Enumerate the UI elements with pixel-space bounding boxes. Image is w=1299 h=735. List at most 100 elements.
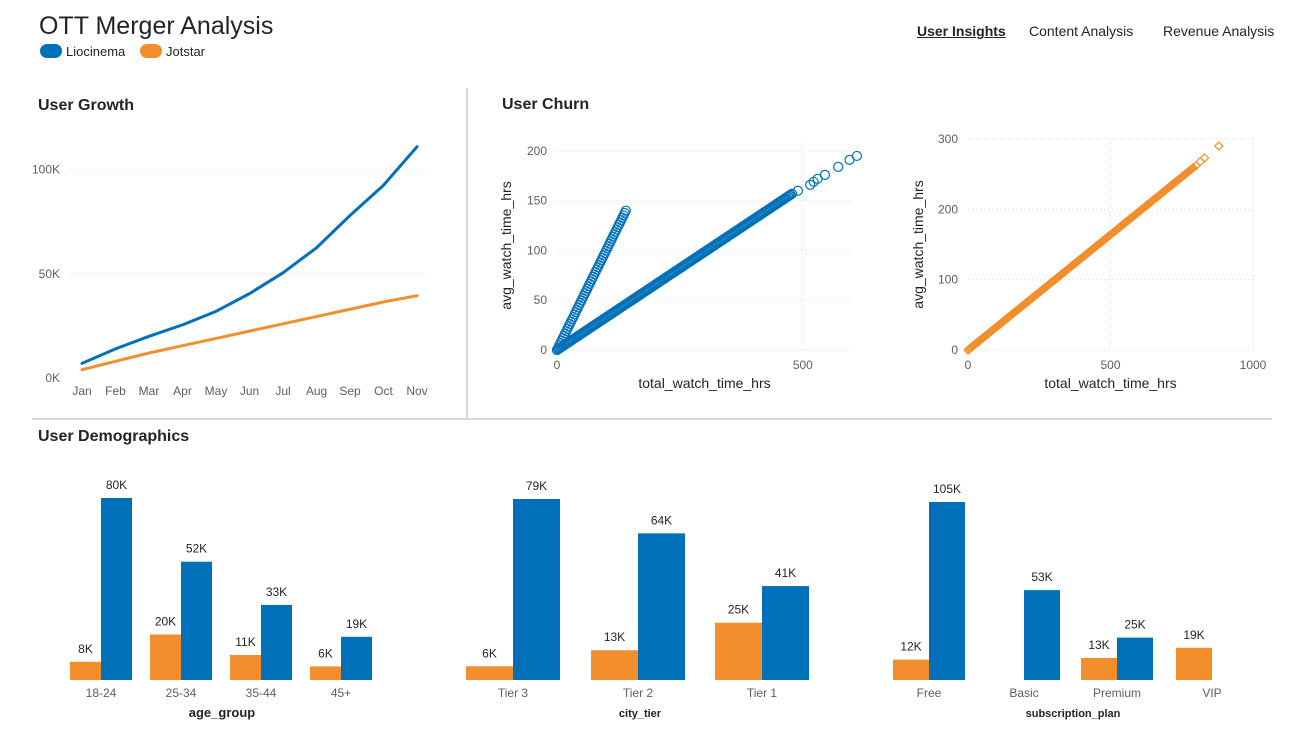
x-tick-label: Aug (306, 384, 327, 398)
bar-jotstar-35-44 (230, 654, 261, 680)
x-tick-label: Jun (240, 384, 259, 398)
data-label: 41K (775, 566, 796, 580)
y-tick-label: 100 (938, 273, 958, 287)
x-tick-label: 25-34 (166, 686, 197, 700)
x-axis-label: total_watch_time_hrs (1044, 375, 1176, 391)
y-tick-label: 0 (951, 343, 958, 357)
y-tick-label: 50K (39, 267, 60, 281)
scatter-point (620, 205, 631, 216)
x-tick-label: 45+ (331, 686, 351, 700)
scatter-point (851, 150, 863, 162)
y-tick-label: 200 (938, 202, 958, 216)
x-tick-label: Premium (1093, 686, 1141, 700)
scatter-point (1188, 162, 1198, 173)
bar-liocinema-45+ (341, 636, 372, 680)
y-tick-label: 200 (527, 144, 547, 158)
user-churn-title: User Churn (502, 96, 590, 113)
bar-jotstar-vip (1176, 647, 1212, 680)
legend-item-jotstar[interactable]: Jotstar (140, 43, 205, 59)
data-label: 11K (235, 635, 255, 649)
legend-item-liocinema[interactable]: Liocinema (40, 43, 125, 59)
y-tick-label: 150 (527, 194, 547, 208)
tab-user-insights[interactable]: User Insights (917, 23, 1006, 39)
x-tick-label: 0 (965, 358, 972, 372)
data-label: 25K (728, 603, 749, 617)
tab-content-analysis[interactable]: Content Analysis (1029, 23, 1134, 39)
x-axis-label: total_watch_time_hrs (638, 375, 770, 391)
x-tick-label: Jul (275, 384, 290, 398)
data-label: 6K (318, 646, 333, 660)
bar-liocinema-25-34 (181, 561, 212, 680)
scatter-point (786, 188, 798, 199)
churn-liocinema-scatter-chart[interactable]: 0 50 100 150 200 0 500 total_watch_time_hrs avg_… (495, 125, 870, 400)
data-label: 12K (900, 640, 921, 654)
x-tick-label: Apr (173, 384, 192, 398)
y-tick-label: 0 (540, 343, 547, 357)
data-label: 20K (155, 615, 176, 629)
x-tick-label: May (205, 384, 228, 398)
data-label: 105K (933, 482, 961, 496)
demographics-city-tier-bar-chart[interactable]: 6K 79K Tier 3 13K 64K Tier 2 25K 41K Tier 1 city_… (440, 470, 840, 730)
x-tick-label: Sep (339, 384, 361, 398)
scatter-point (819, 169, 831, 180)
series-line-jotstar (80, 294, 419, 372)
data-label: 79K (526, 479, 547, 493)
x-tick-label: Oct (374, 384, 393, 398)
bar-jotstar-25-34 (150, 634, 181, 680)
scatter-point (618, 210, 629, 221)
x-tick-label: 0 (554, 358, 561, 372)
data-label: 64K (651, 513, 672, 527)
user-growth-title: User Growth (38, 97, 135, 114)
bar-liocinema-premium (1117, 637, 1153, 680)
user-demographics-title: User Demographics (38, 428, 190, 445)
horizontal-divider (32, 418, 1272, 420)
demographics-subscription-plan-bar-chart[interactable]: 12K 105K Free 53K Basic 13K 25K Premium 19K VIP su… (870, 470, 1270, 730)
scatter-point (1195, 156, 1206, 167)
bar-jotstar-45+ (310, 666, 341, 680)
scatter-point (805, 179, 816, 190)
x-tick-label: VIP (1202, 686, 1221, 700)
bar-jotstar-tier-1 (715, 622, 762, 680)
bar-jotstar-tier-2 (591, 650, 638, 680)
tab-revenue-analysis[interactable]: Revenue Analysis (1163, 23, 1275, 39)
x-tick-label: Tier 2 (623, 686, 654, 700)
x-axis-label: age_group (189, 705, 256, 720)
user-growth-line-chart[interactable]: 0K 50K 100K Jan Feb Mar Apr May Jun Jul Aug Sep Oct N… (0, 120, 465, 415)
data-label: 6K (482, 646, 497, 660)
x-tick-label: Jan (72, 384, 91, 398)
bar-liocinema-tier-3 (513, 499, 560, 680)
legend-swatch-jotstar (140, 44, 162, 58)
scatter-point (1199, 153, 1210, 163)
demographics-age-group-bar-chart[interactable]: 8K 80K 18-24 20K 52K 25-34 11K 33K 35-44 6K 19K 45+… (30, 470, 400, 730)
data-label: 52K (186, 542, 207, 556)
y-tick-label: 100 (527, 243, 547, 257)
legend-label-jotstar: Jotstar (166, 43, 206, 59)
x-tick-label: Mar (139, 384, 160, 398)
y-axis-label: avg_watch_time_hrs (498, 181, 514, 309)
bar-jotstar-free (893, 659, 929, 680)
scatter-point (1213, 141, 1224, 151)
x-tick-label: Free (917, 686, 942, 700)
x-axis-label: subscription_plan (1026, 708, 1121, 720)
scatter-point (792, 185, 804, 196)
data-label: 8K (78, 642, 93, 656)
data-label: 13K (1088, 638, 1109, 652)
data-label: 13K (604, 630, 625, 644)
y-tick-label: 0K (45, 371, 60, 385)
x-tick-label: Tier 3 (498, 686, 529, 700)
bar-liocinema-35-44 (261, 604, 292, 680)
bar-liocinema-18-24 (101, 498, 132, 680)
vertical-divider (466, 88, 468, 418)
bar-jotstar-tier-3 (466, 666, 513, 680)
page-title: OTT Merger Analysis (39, 12, 274, 40)
x-tick-label: Basic (1009, 686, 1038, 700)
scatter-point (784, 190, 795, 201)
churn-jotstar-scatter-chart[interactable]: 0 100 200 300 0 500 1000 total_watch_time_hrs av… (905, 125, 1280, 400)
x-tick-label: Tier 1 (747, 686, 778, 700)
y-tick-label: 50 (534, 293, 548, 307)
data-label: 80K (106, 478, 127, 492)
bar-liocinema-free (929, 502, 965, 680)
y-axis-label: avg_watch_time_hrs (910, 180, 926, 308)
data-label: 19K (346, 617, 367, 631)
scatter-point (619, 207, 630, 219)
